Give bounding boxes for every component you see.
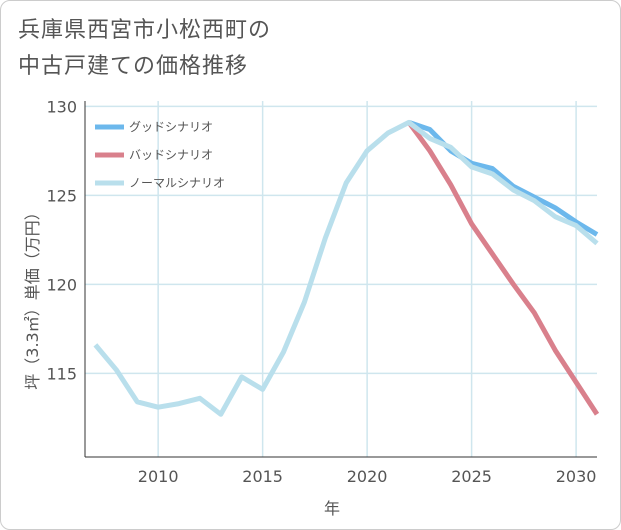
x-tick-label-2025: 2025: [451, 467, 492, 486]
x-tick-label-2015: 2015: [242, 467, 283, 486]
x-tick-label-2030: 2030: [556, 467, 597, 486]
series-lines: [93, 119, 600, 417]
chart-title-line2: 中古戸建ての価格推移: [18, 54, 249, 79]
legend-label-good: グッドシナリオ: [129, 120, 213, 134]
axes: [84, 101, 597, 458]
y-tick-label-125: 125: [46, 186, 77, 205]
chart-title: 兵庫県西宮市小松西町の 中古戸建ての価格推移: [18, 13, 271, 85]
y-axis-label: 坪（3.3㎡）単価（万円）: [23, 204, 42, 389]
grid-lines: [85, 101, 597, 457]
legend-label-normal: ノーマルシナリオ: [129, 176, 225, 190]
series-line-bad: [406, 120, 600, 416]
tick-labels: 2010 2015 2020 2025 2030 115 120 125 130: [46, 97, 596, 486]
chart-title-line1: 兵庫県西宮市小松西町の: [18, 18, 272, 43]
y-tick-label-120: 120: [46, 275, 77, 294]
legend-label-bad: バッドシナリオ: [129, 148, 213, 162]
series-line-normal: [93, 119, 599, 417]
x-tick-label-2010: 2010: [138, 467, 179, 486]
y-tick-label-115: 115: [46, 364, 77, 383]
x-tick-label-2020: 2020: [347, 467, 388, 486]
x-axis-label: 年: [324, 499, 340, 518]
y-tick-label-130: 130: [46, 97, 77, 116]
